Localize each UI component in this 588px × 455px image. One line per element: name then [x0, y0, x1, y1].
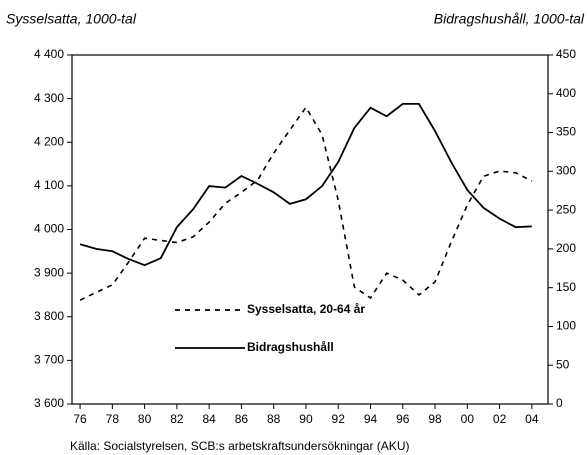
y-tick-label: 3 900 [34, 265, 64, 279]
source-note: Källa: Socialstyrelsen, SCB:s arbetskraf… [70, 439, 409, 453]
y2-tick-label: 250 [556, 202, 576, 216]
y2-tick-label: 200 [556, 241, 576, 255]
x-tick-label: 90 [299, 412, 313, 426]
y2-tick-label: 50 [556, 357, 570, 371]
x-tick-label: 04 [525, 412, 539, 426]
y-tick-label: 4 200 [34, 134, 64, 148]
legend-label: Bidragshushåll [247, 340, 334, 354]
legend-label: Sysselsatta, 20-64 år [247, 302, 365, 316]
x-tick-label: 98 [428, 412, 442, 426]
y-tick-label: 4 100 [34, 178, 64, 192]
x-tick-label: 94 [364, 412, 378, 426]
x-tick-label: 84 [202, 412, 216, 426]
y2-tick-label: 0 [556, 396, 563, 410]
y-tick-label: 3 800 [34, 309, 64, 323]
y-tick-label: 4 400 [34, 47, 64, 61]
y2-tick-label: 300 [556, 164, 576, 178]
y-tick-label: 4 300 [34, 91, 64, 105]
x-tick-label: 80 [138, 412, 152, 426]
y2-axis-title: Bidragshushåll, 1000-tal [434, 11, 585, 27]
y2-tick-label: 100 [556, 319, 576, 333]
x-tick-label: 88 [267, 412, 281, 426]
y-axis-title: Sysselsatta, 1000-tal [6, 11, 137, 27]
x-tick-label: 92 [332, 412, 346, 426]
y2-tick-label: 150 [556, 280, 576, 294]
y2-tick-label: 450 [556, 47, 576, 61]
y-tick-label: 4 000 [34, 222, 64, 236]
x-tick-label: 76 [73, 412, 87, 426]
x-tick-label: 02 [493, 412, 507, 426]
y-tick-label: 3 700 [34, 353, 64, 367]
x-tick-label: 82 [170, 412, 184, 426]
x-tick-label: 86 [235, 412, 249, 426]
x-tick-label: 78 [106, 412, 120, 426]
x-tick-label: 96 [396, 412, 410, 426]
x-tick-label: 00 [461, 412, 475, 426]
y2-tick-label: 400 [556, 86, 576, 100]
series-line [79, 102, 532, 267]
y-tick-label: 3 600 [34, 396, 64, 410]
series-line [79, 105, 533, 301]
y2-tick-label: 350 [556, 125, 576, 139]
